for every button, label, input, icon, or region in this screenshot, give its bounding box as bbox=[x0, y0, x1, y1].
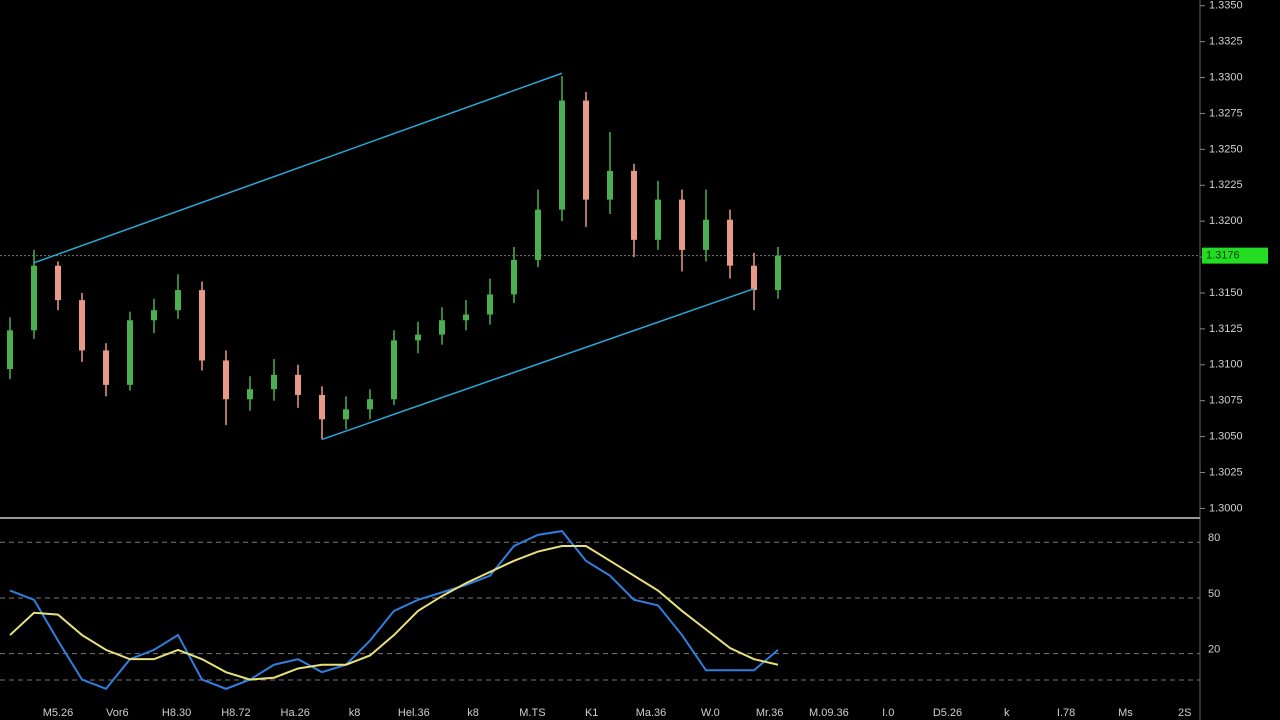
candle-body bbox=[7, 330, 13, 370]
candle-body bbox=[415, 334, 421, 341]
candle-body bbox=[295, 374, 301, 395]
candle-body bbox=[607, 170, 613, 200]
candle-body bbox=[679, 199, 685, 250]
candle-body bbox=[727, 219, 733, 266]
x-tick-label: K1 bbox=[585, 707, 598, 719]
current-price-label: 1.3176 bbox=[1206, 250, 1240, 262]
x-tick-label: k bbox=[1004, 707, 1010, 719]
y-tick-label: 1.3025 bbox=[1209, 466, 1243, 478]
candle-body bbox=[343, 409, 349, 420]
candle-body bbox=[439, 320, 445, 335]
candle-body bbox=[31, 265, 37, 331]
candle-body bbox=[175, 290, 181, 311]
candle-body bbox=[583, 100, 589, 200]
y-tick-label: 1.3250 bbox=[1209, 143, 1243, 155]
candle-body bbox=[199, 290, 205, 361]
x-tick-label: H8.30 bbox=[162, 707, 191, 719]
candle-body bbox=[487, 294, 493, 315]
x-tick-label: Hel.36 bbox=[398, 707, 430, 719]
candle-body bbox=[511, 259, 517, 295]
candle-body bbox=[103, 350, 109, 385]
y-tick-label: 20 bbox=[1208, 644, 1220, 656]
x-tick-label: k8 bbox=[467, 707, 479, 719]
x-tick-label: 2S bbox=[1178, 707, 1191, 719]
candle-body bbox=[655, 199, 661, 240]
candle-body bbox=[463, 314, 469, 321]
x-tick-label: M.09.36 bbox=[809, 707, 849, 719]
candle-body bbox=[535, 209, 541, 260]
y-tick-label: 1.3350 bbox=[1209, 0, 1243, 12]
x-tick-label: M5.26 bbox=[43, 707, 74, 719]
candle-body bbox=[391, 340, 397, 400]
candle-body bbox=[223, 360, 229, 400]
y-tick-label: 1.3325 bbox=[1209, 36, 1243, 48]
y-tick-label: 1.3225 bbox=[1209, 179, 1243, 191]
candle-body bbox=[127, 320, 133, 385]
current-price-box bbox=[1202, 247, 1268, 264]
trendline bbox=[321, 287, 755, 441]
candle-body bbox=[751, 265, 757, 291]
y-tick-label: 1.3150 bbox=[1209, 287, 1243, 299]
y-tick-label: 1.3000 bbox=[1209, 502, 1243, 514]
candle-body bbox=[271, 374, 277, 390]
x-tick-label: Mr.36 bbox=[756, 707, 784, 719]
candle-body bbox=[631, 170, 637, 240]
y-tick-label: 1.3050 bbox=[1209, 430, 1243, 442]
oscillator-line bbox=[9, 530, 779, 691]
candle-body bbox=[79, 300, 85, 351]
y-tick-label: 50 bbox=[1208, 588, 1220, 600]
x-tick-label: M.TS bbox=[519, 707, 545, 719]
x-tick-label: Ms bbox=[1118, 707, 1133, 719]
candle-body bbox=[151, 310, 157, 321]
x-tick-label: D5.26 bbox=[933, 707, 962, 719]
candle-body bbox=[55, 265, 61, 301]
y-tick-label: 1.3200 bbox=[1209, 215, 1243, 227]
candle-body bbox=[775, 255, 781, 291]
oscillator-line bbox=[9, 544, 779, 681]
y-tick-label: 80 bbox=[1208, 532, 1220, 544]
candle-body bbox=[367, 399, 373, 410]
candle-body bbox=[319, 394, 325, 420]
x-tick-label: I.78 bbox=[1057, 707, 1075, 719]
trendline bbox=[33, 72, 563, 264]
candle-body bbox=[247, 389, 253, 400]
y-tick-label: 1.3125 bbox=[1209, 323, 1243, 335]
candle-body bbox=[703, 219, 709, 250]
y-tick-label: 1.3300 bbox=[1209, 71, 1243, 83]
x-tick-label: Vor6 bbox=[106, 707, 129, 719]
x-tick-label: I.0 bbox=[882, 707, 894, 719]
x-tick-label: W.0 bbox=[701, 707, 720, 719]
y-tick-label: 1.3100 bbox=[1209, 359, 1243, 371]
x-tick-label: k8 bbox=[349, 707, 361, 719]
x-tick-label: Ha.26 bbox=[281, 707, 310, 719]
y-tick-label: 1.3075 bbox=[1209, 395, 1243, 407]
candle-body bbox=[559, 100, 565, 210]
x-tick-label: Ma.36 bbox=[636, 707, 667, 719]
y-tick-label: 1.3275 bbox=[1209, 107, 1243, 119]
x-tick-label: H8.72 bbox=[221, 707, 250, 719]
